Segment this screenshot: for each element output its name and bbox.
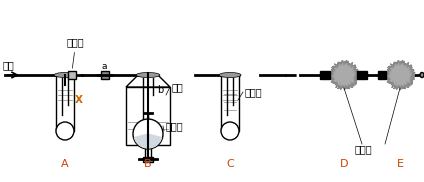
Text: C: C	[226, 159, 234, 169]
Circle shape	[331, 62, 357, 88]
Ellipse shape	[56, 122, 74, 140]
Ellipse shape	[420, 72, 424, 78]
Text: 纯碱: 纯碱	[172, 82, 184, 92]
Text: 稀硫酸: 稀硫酸	[166, 121, 184, 131]
Polygon shape	[329, 61, 359, 90]
Text: a: a	[102, 62, 108, 71]
Ellipse shape	[136, 72, 160, 78]
Text: 空气: 空气	[3, 60, 15, 70]
Text: X: X	[75, 95, 83, 105]
Polygon shape	[126, 75, 170, 87]
Text: E: E	[396, 159, 404, 169]
Polygon shape	[331, 63, 357, 88]
Bar	[126, 87, 170, 145]
Polygon shape	[385, 61, 415, 90]
Bar	[222, 80, 238, 103]
Bar	[221, 75, 239, 131]
Polygon shape	[387, 63, 413, 88]
Bar	[357, 71, 367, 79]
Ellipse shape	[54, 72, 76, 78]
Circle shape	[387, 62, 413, 88]
Bar	[143, 157, 153, 162]
Bar	[57, 80, 73, 103]
Text: D: D	[340, 159, 348, 169]
Text: b: b	[157, 85, 163, 95]
Circle shape	[133, 119, 163, 149]
Bar	[127, 113, 169, 143]
Ellipse shape	[219, 72, 241, 78]
Text: A: A	[61, 159, 69, 169]
Bar	[320, 71, 330, 79]
Text: B: B	[144, 159, 152, 169]
Ellipse shape	[221, 122, 239, 140]
Text: 碱石灰: 碱石灰	[355, 144, 373, 154]
Polygon shape	[134, 134, 162, 148]
Text: 浓硫酸: 浓硫酸	[245, 87, 262, 97]
Bar	[378, 71, 386, 79]
Bar	[68, 71, 76, 79]
Bar	[101, 71, 109, 79]
Bar	[128, 133, 168, 143]
Text: 弹簧夹: 弹簧夹	[67, 37, 85, 68]
Bar	[56, 75, 74, 131]
